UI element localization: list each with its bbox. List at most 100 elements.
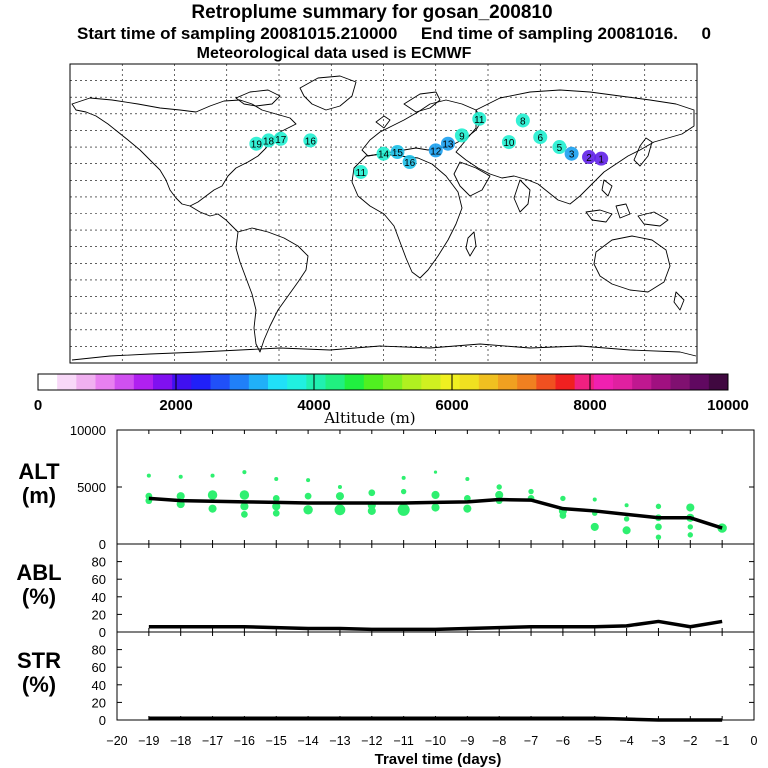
colorbar-cell [632,374,652,390]
x-tick-label: −19 [138,734,159,748]
plume-marker [402,155,417,170]
colorbar-cell [38,374,58,390]
x-tick-label: −1 [715,734,729,748]
x-tick-label: −6 [556,734,570,748]
y-tick-label: 20 [92,695,106,710]
altitude-point [687,532,693,538]
altitude-colorbar: 0 2000 4000 6000 8000 10000 Altitude (m) [34,373,749,427]
altitude-point [368,489,376,497]
colorbar-cell [555,374,576,390]
altitude-point [272,509,280,517]
altitude-point [401,475,406,480]
x-axis-label: Travel time (days) [375,751,502,768]
altitude-point [623,516,630,522]
plume-marker [249,136,264,151]
altitude-point [334,504,346,516]
y-tick-label: 0 [99,713,106,728]
x-tick-label: −20 [106,734,127,748]
altitude-point [431,490,440,500]
altitude-point [431,503,440,512]
colorbar-tick-label: 8000 [573,397,606,414]
plume-day-label: 3 [569,150,575,161]
altitude-point [335,492,345,501]
altitude-point [496,484,502,490]
altitude-point [655,523,662,531]
altitude-point [624,503,629,508]
colorbar-tick-label: 4000 [297,397,330,414]
plume-marker [303,133,318,148]
altitude-point [560,495,566,502]
plume-marker [594,151,609,166]
colorbar-cell [421,374,441,390]
panel-ylabel: (m) [22,483,56,508]
panel-ylabel: (%) [22,584,56,609]
altitude-point [687,524,693,530]
x-tick-label: 0 [751,734,758,748]
plume-marker [501,135,516,150]
chart-title: Retroplume summary for gosan_200810 [191,2,553,23]
series-line-alt [148,496,723,530]
y-tick-label: 10000 [70,423,106,438]
y-tick-label: 80 [92,643,106,658]
x-tick-label: −5 [588,734,602,748]
colorbar-tick-label: 0 [34,397,42,414]
x-tick-label: −8 [492,734,506,748]
panel-ylabel: (%) [22,672,56,697]
altitude-point [272,495,280,502]
plume-marker [564,146,579,161]
colorbar-cell [191,374,211,390]
x-tick-label: −16 [234,734,255,748]
altitude-point [176,492,185,501]
y-tick-label: 40 [92,590,106,605]
x-tick-label: −17 [202,734,223,748]
panel-str: 0 20 40 60 80 STR(%) [17,631,755,728]
met-data-note: Meteorological data used is ECMWF [196,45,472,62]
x-tick-label: −3 [651,734,665,748]
sampling-times: Start time of sampling 20081015.210000 E… [76,24,711,43]
y-tick-label: 60 [92,660,106,675]
colorbar-cell [133,374,154,390]
colorbar-cell [383,374,403,390]
plume-marker [390,145,405,160]
colorbar-cell [670,374,691,390]
colorbar-cell [402,374,422,390]
colorbar-cell [498,374,518,390]
plume-day-label: 16 [404,158,416,169]
altitude-point [400,488,407,495]
x-tick-label: −13 [329,734,350,748]
x-tick-label: −4 [619,734,633,748]
y-tick-label: 40 [92,678,106,693]
series-line-str [148,716,723,722]
colorbar-tick-label: 6000 [435,397,468,414]
x-tick-label: −10 [425,734,446,748]
x-tick-label: −12 [361,734,382,748]
colorbar-cell [363,374,384,390]
plume-day-label: 19 [251,140,263,151]
colorbar-cell [172,374,192,390]
altitude-point [210,473,215,478]
altitude-point [303,505,313,515]
altitude-point [559,512,567,519]
altitude-point [686,503,695,512]
plume-day-label: 14 [378,150,390,161]
plume-day-label: 16 [305,136,317,147]
colorbar-cell [268,374,288,390]
colorbar-tick-label: 10000 [707,397,749,414]
altitude-point [242,470,247,475]
x-tick-label: −18 [170,734,191,748]
colorbar-tick-label: 2000 [159,397,192,414]
plume-marker [582,150,597,165]
colorbar-cell [593,374,614,390]
x-tick-label: −14 [297,734,318,748]
plume-marker [428,143,443,158]
colorbar-cell [651,374,671,390]
altitude-point [465,476,470,482]
plume-day-label: 5 [557,143,563,154]
plume-marker [376,146,391,161]
colorbar-cell [210,374,231,390]
altitude-point [592,497,597,502]
panel-frame [116,631,755,721]
y-tick-label: 0 [99,625,106,640]
altitude-point [622,526,631,535]
